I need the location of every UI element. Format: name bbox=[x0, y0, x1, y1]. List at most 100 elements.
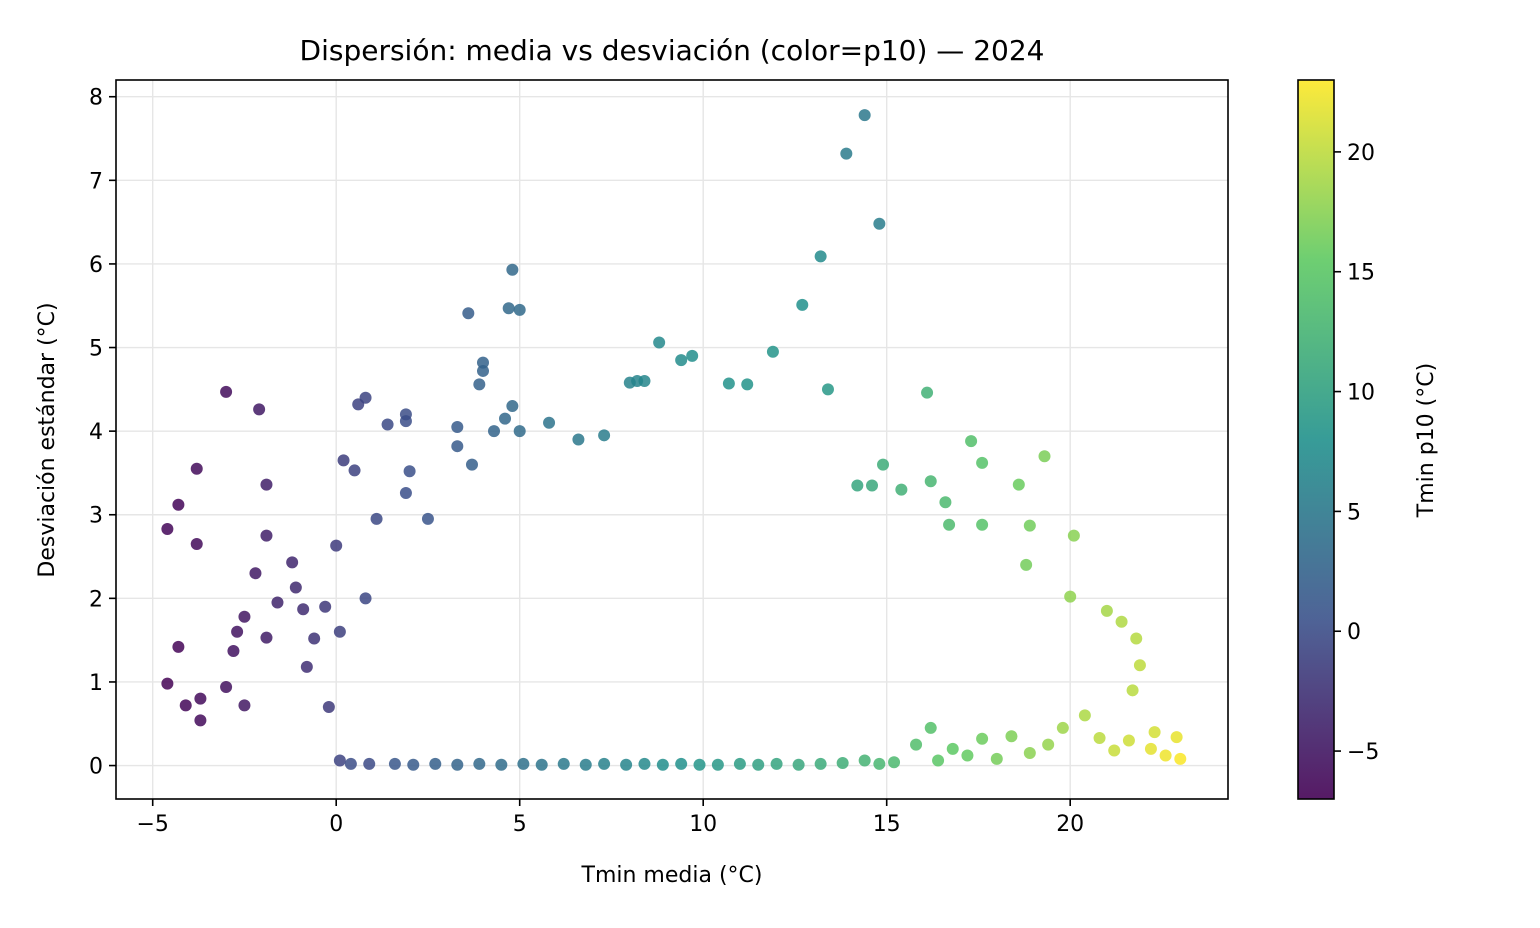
scatter-point bbox=[421, 512, 434, 525]
scatter-point bbox=[1144, 742, 1157, 755]
y-tick-label: 2 bbox=[89, 587, 103, 612]
scatter-point bbox=[161, 677, 174, 690]
scatter-point bbox=[330, 539, 343, 552]
scatter-point bbox=[333, 754, 346, 767]
x-axis-label: Tmin media (°C) bbox=[581, 863, 763, 888]
scatter-point bbox=[1078, 709, 1091, 722]
scatter-point bbox=[656, 758, 669, 771]
scatter-point bbox=[359, 592, 372, 605]
y-tick-label: 3 bbox=[89, 504, 103, 529]
scatter-point bbox=[473, 757, 486, 770]
scatter-point bbox=[1133, 659, 1146, 672]
scatter-point bbox=[1005, 730, 1018, 743]
scatter-point bbox=[858, 109, 871, 122]
scatter-point bbox=[910, 738, 923, 751]
scatter-point bbox=[653, 336, 666, 349]
scatter-point bbox=[543, 416, 556, 429]
y-tick-label: 5 bbox=[89, 337, 103, 362]
scatter-point bbox=[946, 742, 959, 755]
colorbar-ticks: −5 0 5 10 15 20 bbox=[1334, 141, 1379, 765]
scatter-point bbox=[506, 400, 519, 413]
scatter-point bbox=[465, 458, 478, 471]
scatter-point bbox=[939, 496, 952, 509]
scatter-point bbox=[1159, 749, 1172, 762]
scatter-point bbox=[172, 498, 185, 511]
scatter-point bbox=[873, 757, 886, 770]
scatter-point bbox=[227, 645, 240, 658]
scatter-point bbox=[766, 345, 779, 358]
x-tick-label: 15 bbox=[873, 812, 901, 837]
scatter-point bbox=[990, 752, 1003, 765]
scatter-point bbox=[194, 692, 207, 705]
scatter-point bbox=[821, 383, 834, 396]
scatter-point bbox=[598, 757, 611, 770]
scatter-point bbox=[924, 475, 937, 488]
scatter-point bbox=[1020, 558, 1033, 571]
y-tick-label: 8 bbox=[89, 86, 103, 111]
scatter-point bbox=[488, 425, 501, 438]
scatter-point bbox=[961, 749, 974, 762]
colorbar-tick-label: 0 bbox=[1347, 620, 1361, 645]
scatter-point bbox=[190, 538, 203, 551]
scatter-point bbox=[1012, 478, 1025, 491]
scatter-point bbox=[598, 429, 611, 442]
scatter-point bbox=[238, 610, 251, 623]
scatter-point bbox=[451, 758, 464, 771]
scatter-point bbox=[1056, 721, 1069, 734]
scatter-point bbox=[877, 458, 890, 471]
scatter-point bbox=[388, 757, 401, 770]
scatter-point bbox=[693, 758, 706, 771]
scatter-point bbox=[741, 378, 754, 391]
scatter-point bbox=[363, 757, 376, 770]
scatter-point bbox=[895, 483, 908, 496]
scatter-point bbox=[557, 757, 570, 770]
scatter-point bbox=[1093, 731, 1106, 744]
colorbar-tick-label: 10 bbox=[1347, 381, 1375, 406]
scatter-point bbox=[921, 386, 934, 399]
scatter-point bbox=[399, 487, 412, 500]
scatter-point bbox=[502, 302, 515, 315]
scatter-point bbox=[359, 391, 372, 404]
data-points bbox=[161, 109, 1187, 771]
scatter-point bbox=[572, 433, 585, 446]
scatter-point bbox=[840, 147, 853, 160]
colorbar-frame bbox=[1297, 79, 1335, 800]
scatter-point bbox=[752, 758, 765, 771]
scatter-point bbox=[495, 758, 508, 771]
scatter-point bbox=[796, 298, 809, 311]
plot-frame bbox=[115, 79, 1229, 800]
scatter-point bbox=[370, 512, 383, 525]
scatter-point bbox=[407, 758, 420, 771]
x-tick-label: 0 bbox=[329, 812, 343, 837]
scatter-point bbox=[238, 699, 251, 712]
scatter-point bbox=[194, 714, 207, 727]
scatter-point bbox=[976, 732, 989, 745]
scatter-point bbox=[722, 377, 735, 390]
scatter-point bbox=[976, 518, 989, 531]
scatter-point bbox=[888, 756, 901, 769]
y-tick-label: 1 bbox=[89, 671, 103, 696]
scatter-point bbox=[429, 757, 442, 770]
scatter-point bbox=[473, 378, 486, 391]
scatter-point bbox=[1130, 632, 1143, 645]
scatter-point bbox=[172, 640, 185, 653]
colorbar-label: Tmin p10 (°C) bbox=[1414, 363, 1439, 518]
y-axis-ticks: 0 1 2 3 4 5 6 7 8 bbox=[89, 86, 116, 780]
scatter-point bbox=[348, 464, 361, 477]
scatter-point bbox=[1038, 450, 1051, 463]
scatter-point bbox=[333, 625, 346, 638]
colorbar-tick-label: −5 bbox=[1347, 740, 1379, 765]
grid bbox=[116, 80, 1228, 799]
scatter-point bbox=[1108, 744, 1121, 757]
y-tick-label: 4 bbox=[89, 420, 103, 445]
scatter-point bbox=[711, 758, 724, 771]
scatter-point bbox=[814, 757, 827, 770]
scatter-point bbox=[161, 522, 174, 535]
scatter-point bbox=[249, 567, 262, 580]
scatter-point bbox=[866, 479, 879, 492]
scatter-point bbox=[620, 758, 633, 771]
scatter-point bbox=[319, 600, 332, 613]
scatter-point bbox=[873, 217, 886, 230]
scatter-point bbox=[399, 415, 412, 428]
